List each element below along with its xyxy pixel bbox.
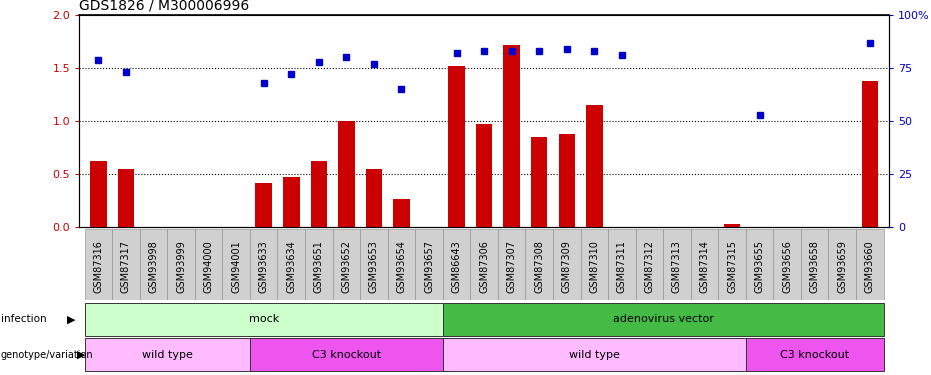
Text: adenovirus vector: adenovirus vector xyxy=(613,315,714,324)
Text: ▶: ▶ xyxy=(67,315,75,324)
Bar xyxy=(168,229,195,300)
Bar xyxy=(443,303,884,336)
Bar xyxy=(255,183,272,227)
Text: GSM93634: GSM93634 xyxy=(286,240,296,292)
Bar xyxy=(774,229,801,300)
Bar xyxy=(195,229,223,300)
Bar xyxy=(801,229,829,300)
Bar xyxy=(663,229,691,300)
Bar xyxy=(449,66,465,227)
Bar xyxy=(636,229,663,300)
Bar xyxy=(366,169,383,227)
Text: GSM93633: GSM93633 xyxy=(259,240,269,292)
Bar xyxy=(856,229,884,300)
Bar xyxy=(387,229,415,300)
Text: infection: infection xyxy=(1,315,47,324)
Bar xyxy=(586,105,602,227)
Text: wild type: wild type xyxy=(569,350,620,360)
Text: GSM87316: GSM87316 xyxy=(93,240,103,292)
Text: GSM93653: GSM93653 xyxy=(369,240,379,292)
Text: genotype/variation: genotype/variation xyxy=(1,350,93,360)
Bar xyxy=(746,338,884,371)
Bar xyxy=(559,134,575,227)
Bar xyxy=(277,229,305,300)
Text: GSM87312: GSM87312 xyxy=(644,240,654,293)
Text: GSM87314: GSM87314 xyxy=(699,240,709,292)
Text: GSM93659: GSM93659 xyxy=(837,240,847,292)
Bar xyxy=(90,162,107,227)
Bar xyxy=(861,81,878,227)
Text: GSM87307: GSM87307 xyxy=(506,240,517,293)
Text: C3 knockout: C3 knockout xyxy=(312,350,381,360)
Bar xyxy=(117,169,134,227)
Bar xyxy=(553,229,581,300)
Bar xyxy=(393,199,410,227)
Bar xyxy=(415,229,443,300)
Bar xyxy=(525,229,553,300)
Bar xyxy=(691,229,719,300)
Text: C3 knockout: C3 knockout xyxy=(780,350,849,360)
Text: GSM93654: GSM93654 xyxy=(397,240,407,292)
Text: GSM87317: GSM87317 xyxy=(121,240,131,293)
Text: GSM87311: GSM87311 xyxy=(617,240,627,292)
Bar xyxy=(608,229,636,300)
Text: GSM87315: GSM87315 xyxy=(727,240,737,293)
Bar xyxy=(443,338,746,371)
Text: GSM93656: GSM93656 xyxy=(782,240,792,292)
Bar xyxy=(311,162,327,227)
Bar xyxy=(498,229,525,300)
Text: GSM86643: GSM86643 xyxy=(452,240,462,292)
Text: GSM93655: GSM93655 xyxy=(755,240,764,293)
Text: GSM87308: GSM87308 xyxy=(534,240,545,292)
Bar xyxy=(504,45,519,227)
Bar xyxy=(338,121,355,227)
Bar xyxy=(332,229,360,300)
Bar xyxy=(305,229,332,300)
Bar xyxy=(250,338,443,371)
Text: GSM93657: GSM93657 xyxy=(424,240,434,293)
Text: GSM87313: GSM87313 xyxy=(672,240,682,292)
Text: GDS1826 / M300006996: GDS1826 / M300006996 xyxy=(79,0,250,12)
Text: GSM93652: GSM93652 xyxy=(342,240,351,293)
Bar xyxy=(470,229,498,300)
Text: GSM87310: GSM87310 xyxy=(589,240,600,292)
Bar xyxy=(85,229,113,300)
Bar xyxy=(829,229,856,300)
Bar xyxy=(719,229,746,300)
Bar xyxy=(476,124,492,227)
Text: GSM93998: GSM93998 xyxy=(149,240,158,292)
Text: GSM93660: GSM93660 xyxy=(865,240,875,292)
Bar xyxy=(723,224,740,227)
Bar xyxy=(113,229,140,300)
Text: GSM93651: GSM93651 xyxy=(314,240,324,292)
Text: mock: mock xyxy=(249,315,279,324)
Text: GSM93999: GSM93999 xyxy=(176,240,186,292)
Bar xyxy=(250,229,277,300)
Bar xyxy=(360,229,387,300)
Text: wild type: wild type xyxy=(142,350,193,360)
Bar xyxy=(581,229,608,300)
Bar xyxy=(531,137,547,227)
Text: ▶: ▶ xyxy=(77,350,86,360)
Text: GSM94001: GSM94001 xyxy=(231,240,241,292)
Text: GSM93658: GSM93658 xyxy=(810,240,819,292)
Bar xyxy=(746,229,774,300)
Bar xyxy=(85,338,250,371)
Bar xyxy=(283,177,300,227)
Text: GSM94000: GSM94000 xyxy=(204,240,213,292)
Bar xyxy=(223,229,250,300)
Bar xyxy=(85,303,443,336)
Text: GSM87306: GSM87306 xyxy=(479,240,489,292)
Text: GSM87309: GSM87309 xyxy=(561,240,572,292)
Bar xyxy=(443,229,470,300)
Bar xyxy=(140,229,168,300)
